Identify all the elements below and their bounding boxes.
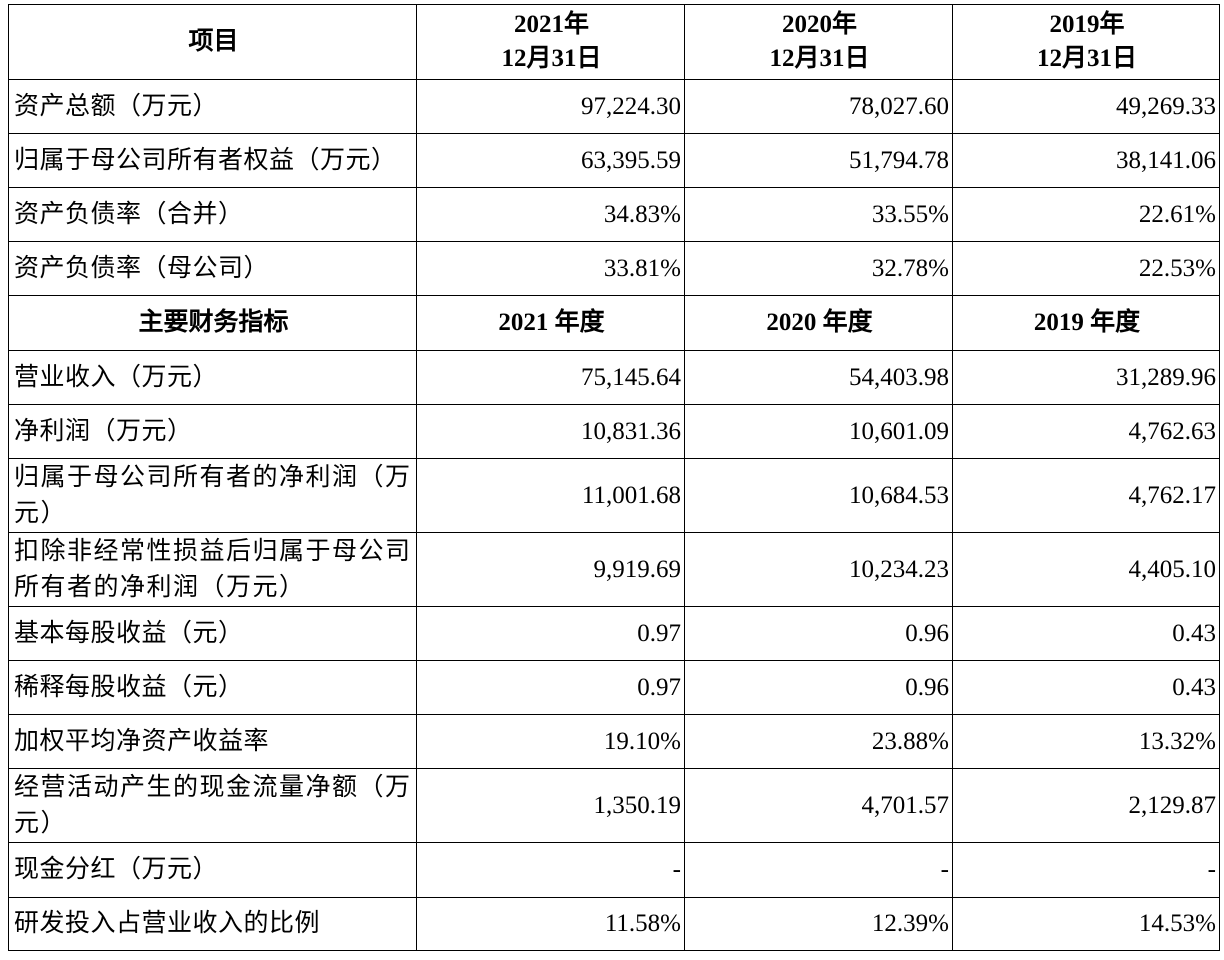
row-label: 归属于母公司所有者的净利润（万元） — [8, 458, 417, 533]
cell-2021: 11,001.68 — [416, 458, 685, 533]
row-label: 归属于母公司所有者权益（万元） — [8, 133, 417, 188]
cell-2020: 54,403.98 — [684, 350, 953, 405]
row-label: 营业收入（万元） — [8, 350, 417, 405]
cell-2019: 22.61% — [952, 187, 1220, 242]
table-row: 营业收入（万元） 75,145.64 54,403.98 31,289.96 — [8, 350, 1220, 405]
header-year-2019: 2019 年度 — [952, 295, 1220, 351]
cell-2019: 49,269.33 — [952, 79, 1220, 134]
header-indicators: 主要财务指标 — [8, 295, 417, 351]
table-header-row-balance: 项目 2021年 12月31日 2020年 12月31日 2019年 12月31… — [8, 4, 1220, 80]
table-row: 归属于母公司所有者的净利润（万元） 11,001.68 10,684.53 4,… — [8, 458, 1220, 533]
row-label: 资产总额（万元） — [8, 79, 417, 134]
table-row: 加权平均净资产收益率 19.10% 23.88% 13.32% — [8, 714, 1220, 769]
row-label: 现金分红（万元） — [8, 842, 417, 898]
table-row: 现金分红（万元） - - - — [8, 842, 1220, 898]
row-label: 加权平均净资产收益率 — [8, 714, 417, 769]
cell-2019: 4,762.17 — [952, 458, 1220, 533]
table-row: 归属于母公司所有者权益（万元） 63,395.59 51,794.78 38,1… — [8, 133, 1220, 188]
row-label: 基本每股收益（元） — [8, 606, 417, 661]
cell-2021: 0.97 — [416, 660, 685, 715]
cell-2021: 1,350.19 — [416, 768, 685, 843]
header-date-2021: 2021年 12月31日 — [416, 4, 685, 80]
table-row: 资产负债率（母公司） 33.81% 32.78% 22.53% — [8, 241, 1220, 296]
cell-2020: 0.96 — [684, 660, 953, 715]
cell-2020: 78,027.60 — [684, 79, 953, 134]
table-row: 扣除非经常性损益后归属于母公司所有者的净利润（万元） 9,919.69 10,2… — [8, 532, 1220, 607]
cell-2020: 51,794.78 — [684, 133, 953, 188]
cell-2021: 97,224.30 — [416, 79, 685, 134]
cell-2021: 75,145.64 — [416, 350, 685, 405]
row-label: 资产负债率（母公司） — [8, 241, 417, 296]
cell-2020: 10,234.23 — [684, 532, 953, 607]
cell-2019: 13.32% — [952, 714, 1220, 769]
table-row: 基本每股收益（元） 0.97 0.96 0.43 — [8, 606, 1220, 661]
table-header-row-indicators: 主要财务指标 2021 年度 2020 年度 2019 年度 — [8, 295, 1220, 351]
cell-2019: 31,289.96 — [952, 350, 1220, 405]
cell-2019: 14.53% — [952, 897, 1220, 951]
cell-2019: 38,141.06 — [952, 133, 1220, 188]
cell-2021: 0.97 — [416, 606, 685, 661]
row-label: 稀释每股收益（元） — [8, 660, 417, 715]
cell-2019: 2,129.87 — [952, 768, 1220, 843]
header-date-2020: 2020年 12月31日 — [684, 4, 953, 80]
cell-2021: 11.58% — [416, 897, 685, 951]
row-label: 经营活动产生的现金流量净额（万元） — [8, 768, 417, 843]
row-label: 扣除非经常性损益后归属于母公司所有者的净利润（万元） — [8, 532, 417, 607]
cell-2021: 33.81% — [416, 241, 685, 296]
table-row: 净利润（万元） 10,831.36 10,601.09 4,762.63 — [8, 404, 1220, 459]
cell-2020: 23.88% — [684, 714, 953, 769]
header-date-2019: 2019年 12月31日 — [952, 4, 1220, 80]
cell-2021: 10,831.36 — [416, 404, 685, 459]
cell-2021: 34.83% — [416, 187, 685, 242]
cell-2021: 19.10% — [416, 714, 685, 769]
row-label: 净利润（万元） — [8, 404, 417, 459]
cell-2019: 4,762.63 — [952, 404, 1220, 459]
row-label: 资产负债率（合并） — [8, 187, 417, 242]
header-year-2021: 2021 年度 — [416, 295, 685, 351]
cell-2019: 4,405.10 — [952, 532, 1220, 607]
table-row: 资产总额（万元） 97,224.30 78,027.60 49,269.33 — [8, 79, 1220, 134]
cell-2021: 9,919.69 — [416, 532, 685, 607]
cell-2021: 63,395.59 — [416, 133, 685, 188]
cell-2020: 10,601.09 — [684, 404, 953, 459]
table-row: 研发投入占营业收入的比例 11.58% 12.39% 14.53% — [8, 897, 1220, 951]
cell-2020: 4,701.57 — [684, 768, 953, 843]
cell-2019: 0.43 — [952, 606, 1220, 661]
header-item: 项目 — [8, 4, 417, 80]
cell-2019: 0.43 — [952, 660, 1220, 715]
cell-2020: 10,684.53 — [684, 458, 953, 533]
table-row: 经营活动产生的现金流量净额（万元） 1,350.19 4,701.57 2,12… — [8, 768, 1220, 843]
cell-2020: 32.78% — [684, 241, 953, 296]
table-row: 稀释每股收益（元） 0.97 0.96 0.43 — [8, 660, 1220, 715]
cell-2019: 22.53% — [952, 241, 1220, 296]
cell-2020: 0.96 — [684, 606, 953, 661]
cell-2021: - — [416, 842, 685, 898]
table-row: 资产负债率（合并） 34.83% 33.55% 22.61% — [8, 187, 1220, 242]
cell-2020: 33.55% — [684, 187, 953, 242]
header-year-2020: 2020 年度 — [684, 295, 953, 351]
financial-indicators-table: 项目 2021年 12月31日 2020年 12月31日 2019年 12月31… — [8, 4, 1220, 951]
cell-2019: - — [952, 842, 1220, 898]
cell-2020: - — [684, 842, 953, 898]
cell-2020: 12.39% — [684, 897, 953, 951]
row-label: 研发投入占营业收入的比例 — [8, 897, 417, 951]
